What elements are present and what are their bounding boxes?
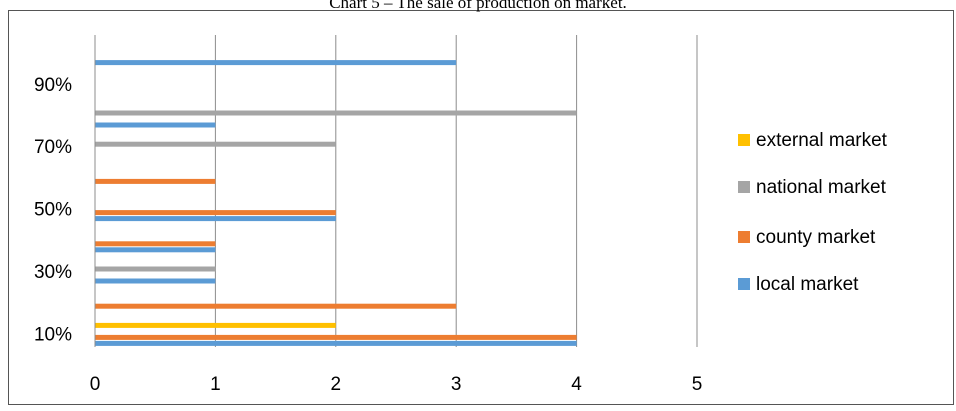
legend-label: external market: [756, 130, 888, 151]
legend-swatch: [738, 231, 750, 243]
legend-label: national market: [756, 177, 887, 198]
bar: [95, 122, 216, 128]
bar: [95, 210, 336, 216]
bar: [95, 241, 216, 247]
chart-title: Chart 5 – The sale of production on mark…: [329, 0, 627, 12]
legend-swatch: [738, 134, 750, 146]
legend-label: local market: [756, 274, 859, 295]
bar: [95, 178, 216, 184]
bar: [95, 216, 336, 222]
legend-swatch: [738, 278, 750, 290]
y-tick-label: 70%: [34, 137, 72, 158]
bar: [95, 322, 336, 328]
bar: [95, 340, 577, 346]
x-tick-label: 1: [210, 374, 221, 395]
legend-label: county market: [756, 227, 876, 248]
x-tick-label: 3: [451, 374, 462, 395]
y-tick-label: 30%: [34, 262, 72, 283]
bar: [95, 266, 216, 272]
x-tick-label: 4: [571, 374, 582, 395]
bar: [95, 303, 457, 309]
bar: [95, 110, 577, 116]
x-tick-label: 5: [692, 374, 703, 395]
bar: [95, 141, 336, 147]
x-tick-label: 0: [90, 374, 101, 395]
bar: [95, 60, 457, 66]
x-tick-label: 2: [331, 374, 342, 395]
y-tick-label: 90%: [34, 75, 72, 96]
legend: external market national market county mar…: [738, 130, 888, 295]
bar: [95, 278, 216, 284]
bar: [95, 247, 216, 253]
bar: [95, 334, 577, 340]
y-tick-label: 10%: [34, 324, 72, 345]
legend-swatch: [738, 181, 750, 193]
y-tick-label: 50%: [34, 200, 72, 221]
